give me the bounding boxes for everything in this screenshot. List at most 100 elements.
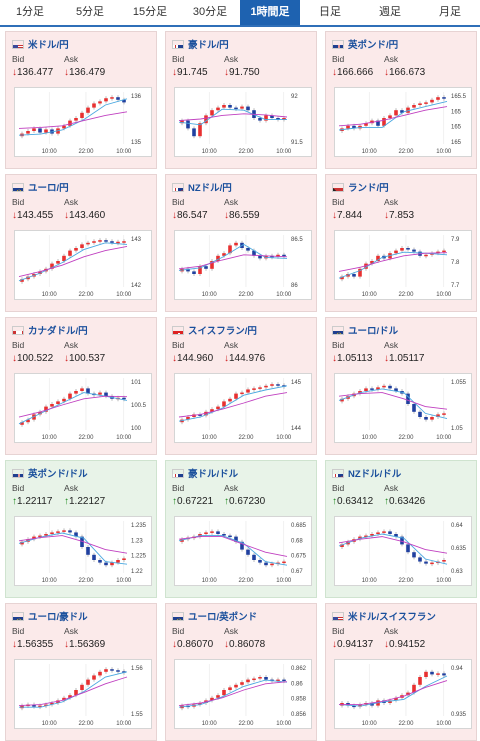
rate-card[interactable]: 米ドル/スイスフラン Bid Ask ↓0.94137 ↓0.94152 0.94 0.93… — [325, 603, 477, 741]
pair-name[interactable]: NZドル/ドル — [348, 469, 402, 480]
ask-value: ↓100.537 — [64, 353, 106, 364]
tab-4[interactable]: 1時間足 — [240, 0, 300, 25]
candlestick-chart[interactable]: 101 100.5 100 10:00 22:00 10:00 — [14, 373, 152, 443]
pair-name[interactable]: カナダドル/円 — [28, 326, 88, 337]
rate-card[interactable]: NZドル/円 Bid Ask ↓86.547 ↓86.559 86.5 86 10:00 22:… — [165, 174, 317, 312]
pair-name[interactable]: ユーロ/豪ドル — [28, 612, 88, 623]
pair-name[interactable]: ユーロ/円 — [28, 183, 69, 194]
pair-name[interactable]: スイスフラン/円 — [188, 326, 257, 337]
tab-2[interactable]: 15分足 — [132, 6, 168, 18]
tab-3[interactable]: 30分足 — [192, 6, 228, 18]
y-tick-label: 135 — [131, 140, 142, 146]
rate-card[interactable]: ユーロ/豪ドル Bid Ask ↓1.56355 ↓1.56369 1.56 1.55 10:… — [5, 603, 157, 741]
candlestick-chart[interactable]: 1.055 1.05 10:00 22:00 10:00 — [334, 373, 472, 443]
candlestick-chart[interactable]: 0.64 0.635 0.63 10:00 22:00 10:00 — [334, 516, 472, 586]
x-tick-label: 10:00 — [276, 292, 292, 298]
pair-name[interactable]: 英ポンド/ドル — [28, 469, 88, 480]
candle — [276, 679, 280, 682]
candlestick-chart[interactable]: 1.56 1.55 10:00 22:00 10:00 — [14, 659, 152, 729]
rate-card[interactable]: NZドル/ドル Bid Ask ↑0.63412 ↑0.63426 0.64 0.635 0.… — [325, 460, 477, 598]
x-tick-label: 10:00 — [42, 292, 58, 298]
candle — [424, 417, 428, 420]
y-tick-label: 144 — [291, 426, 302, 432]
rate-card[interactable]: 英ポンド/円 Bid Ask ↓166.666 ↓166.673 165.5 165 165 1… — [325, 31, 477, 169]
x-tick-label: 22:00 — [78, 292, 94, 298]
chart-svg: 145 144 10:00 22:00 10:00 — [178, 378, 302, 441]
tab-0[interactable]: 1分足 — [15, 6, 45, 18]
candlestick-chart[interactable]: 165.5 165 165 165 10:00 22:00 10:00 — [334, 87, 472, 157]
pair-name[interactable]: 豪ドル/円 — [188, 40, 229, 51]
ask-label: Ask — [384, 483, 399, 493]
candle — [38, 411, 42, 415]
ask-label: Ask — [64, 197, 79, 207]
bid-value: ↓136.477 — [12, 67, 54, 78]
tab-5[interactable]: 日足 — [319, 6, 341, 18]
candle — [376, 120, 380, 126]
candlestick-chart[interactable]: 143 142 10:00 22:00 10:00 — [14, 230, 152, 300]
candle — [442, 673, 446, 676]
pair-name[interactable]: NZドル/円 — [188, 183, 232, 194]
candlestick-chart[interactable]: 0.862 0.86 0.858 0.856 10:00 22:00 10:00 — [174, 659, 312, 729]
pair-name[interactable]: 豪ドル/ドル — [188, 469, 239, 480]
rate-card[interactable]: ランド/円 Bid Ask ↓7.844 ↓7.853 7.9 7.8 7.7 10:00 22:… — [325, 174, 477, 312]
chart-svg: 7.9 7.8 7.7 10:00 22:00 10:00 — [338, 235, 460, 298]
candle — [376, 255, 380, 261]
pair-name[interactable]: ユーロ/英ポンド — [188, 612, 258, 623]
rate-card[interactable]: 米ドル/円 Bid Ask ↓136.477 ↓136.479 136 135 10:00 22… — [5, 31, 157, 169]
candlestick-chart[interactable]: 145 144 10:00 22:00 10:00 — [174, 373, 312, 443]
rate-card[interactable]: ユーロ/円 Bid Ask ↓143.455 ↓143.460 143 142 10:00 22… — [5, 174, 157, 312]
pair-name[interactable]: 米ドル/円 — [28, 40, 69, 51]
ask-value: ↓144.976 — [224, 353, 266, 364]
candlestick-chart[interactable]: 86.5 86 10:00 22:00 10:00 — [174, 230, 312, 300]
pair-name[interactable]: ユーロ/ドル — [348, 326, 399, 337]
candle — [282, 118, 286, 120]
rate-card[interactable]: 豪ドル/ドル Bid Ask ↑0.67221 ↑0.67230 0.685 0.68 0.6… — [165, 460, 317, 598]
rate-card[interactable]: スイスフラン/円 Bid Ask ↓144.960 ↓144.976 145 144 10:0… — [165, 317, 317, 455]
candlestick-chart[interactable]: 0.685 0.68 0.675 0.67 10:00 22:00 10:00 — [174, 516, 312, 586]
ma-short-line — [18, 242, 128, 282]
candle — [264, 385, 268, 388]
pair-name[interactable]: ランド/円 — [348, 183, 389, 194]
candlestick-chart[interactable]: 0.94 0.935 10:00 22:00 10:00 — [334, 659, 472, 729]
tab-7[interactable]: 月足 — [439, 6, 461, 18]
candle — [252, 388, 256, 390]
ma-short-line — [178, 385, 288, 422]
rate-card[interactable]: 豪ドル/円 Bid Ask ↓91.745 ↓91.750 92 91.5 10:00 22:0… — [165, 31, 317, 169]
eu-flag-icon — [172, 611, 184, 621]
rate-card[interactable]: 英ポンド/ドル Bid Ask ↑1.22117 ↑1.22127 1.235 1.23 1.… — [5, 460, 157, 598]
tab-1[interactable]: 5分足 — [75, 6, 105, 18]
candle — [86, 547, 90, 555]
bid-label: Bid — [172, 54, 185, 64]
rate-card[interactable]: ユーロ/ドル Bid Ask ↓1.05113 ↓1.05117 1.055 1.05 10:… — [325, 317, 477, 455]
pair-name[interactable]: 米ドル/スイスフラン — [348, 612, 436, 623]
arrow-icon: ↓ — [332, 639, 337, 650]
candlestick-chart[interactable]: 92 91.5 10:00 22:00 10:00 — [174, 87, 312, 157]
tab-6[interactable]: 週足 — [379, 6, 401, 18]
x-tick-label: 10:00 — [362, 578, 378, 584]
candle — [406, 107, 410, 113]
candlestick-chart[interactable]: 136 135 10:00 22:00 10:00 — [14, 87, 152, 157]
bid-label: Bid — [172, 626, 185, 636]
ma-long-line — [18, 395, 128, 418]
ask-value: ↓166.673 — [384, 67, 426, 78]
chart-svg: 143 142 10:00 22:00 10:00 — [18, 235, 142, 298]
candle — [370, 534, 374, 536]
candle — [222, 690, 226, 696]
candle — [104, 392, 108, 397]
candle — [234, 393, 238, 399]
pair-name[interactable]: 英ポンド/円 — [348, 40, 399, 51]
candlestick-chart[interactable]: 7.9 7.8 7.7 10:00 22:00 10:00 — [334, 230, 472, 300]
candlestick-chart[interactable]: 1.235 1.23 1.225 1.22 10:00 22:00 10:00 — [14, 516, 152, 586]
x-tick-label: 22:00 — [238, 149, 254, 155]
arrow-icon: ↑ — [12, 496, 17, 507]
x-tick-label: 10:00 — [116, 578, 132, 584]
bid-label: Bid — [12, 197, 25, 207]
arrow-icon: ↓ — [332, 353, 337, 364]
candle — [110, 97, 114, 99]
y-tick-label: 165 — [451, 109, 462, 115]
ma-short-line — [178, 535, 288, 566]
candle — [424, 561, 428, 564]
rate-card[interactable]: ユーロ/英ポンド Bid Ask ↓0.86070 ↓0.86078 0.862 0.86 0… — [165, 603, 317, 741]
ask-value: ↓0.94152 — [384, 639, 426, 650]
rate-card[interactable]: カナダドル/円 Bid Ask ↓100.522 ↓100.537 101 100.5 100… — [5, 317, 157, 455]
